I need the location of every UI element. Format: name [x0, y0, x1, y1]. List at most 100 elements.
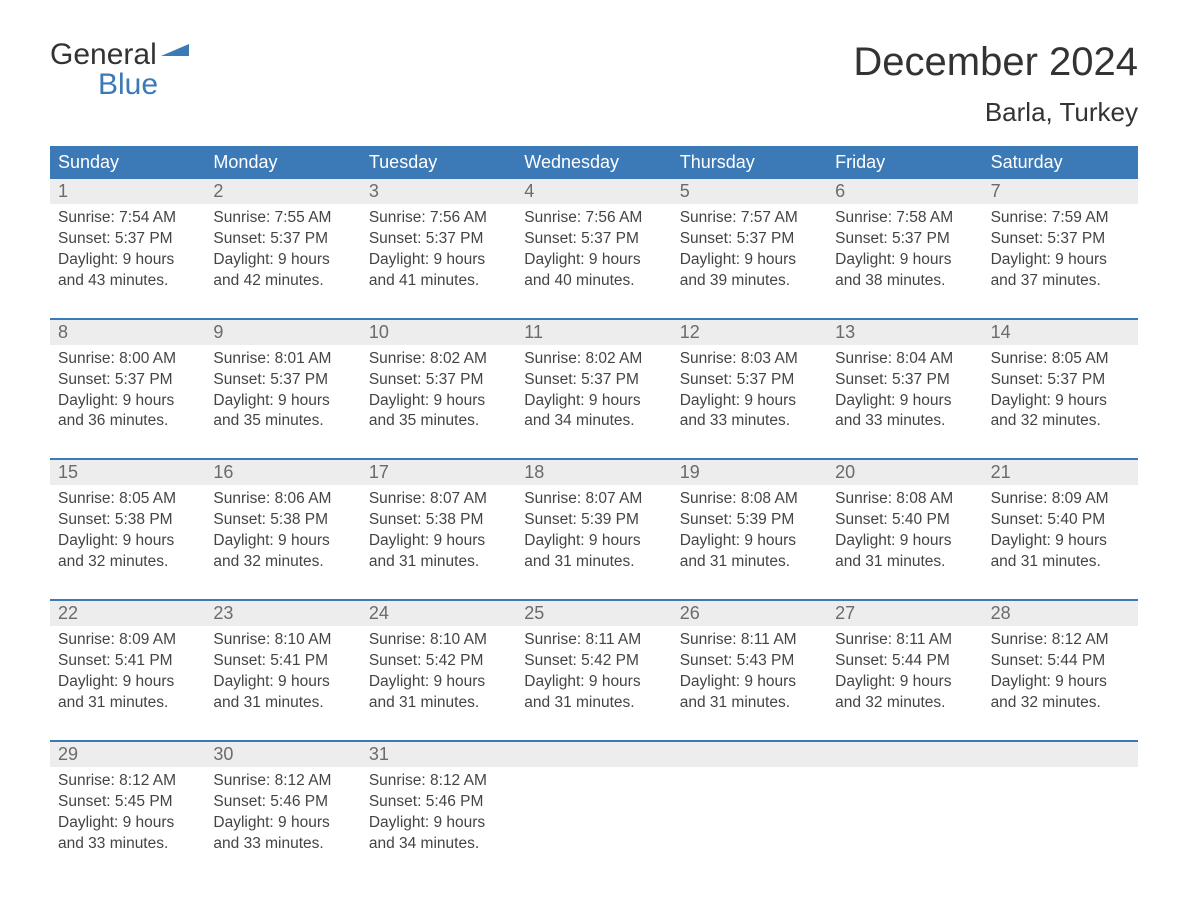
logo-text-blue: Blue — [50, 70, 189, 100]
day-cell: 10Sunrise: 8:02 AMSunset: 5:37 PMDayligh… — [361, 320, 516, 441]
day-of-week-header: SundayMondayTuesdayWednesdayThursdayFrid… — [50, 146, 1138, 179]
day-cell: 1Sunrise: 7:54 AMSunset: 5:37 PMDaylight… — [50, 179, 205, 300]
day-number: 21 — [983, 460, 1138, 485]
day-cell: 29Sunrise: 8:12 AMSunset: 5:45 PMDayligh… — [50, 742, 205, 863]
sunset-line: Sunset: 5:37 PM — [524, 229, 663, 250]
daylight-line: Daylight: 9 hours and 31 minutes. — [58, 672, 197, 714]
daylight-line: Daylight: 9 hours and 31 minutes. — [524, 531, 663, 573]
daylight-line: Daylight: 9 hours and 31 minutes. — [835, 531, 974, 573]
logo-text-general: General — [50, 40, 157, 70]
day-cell: 20 Sunrise: 8:08 AMSunset: 5:40 PMDayligh… — [827, 460, 982, 581]
sunset-line: Sunset: 5:38 PM — [58, 510, 197, 531]
sunrise-line: Sunrise: 7:55 AM — [213, 208, 352, 229]
day-body: Sunrise: 8:05 AMSunset: 5:38 PMDaylight:… — [50, 485, 205, 573]
sunset-line: Sunset: 5:37 PM — [524, 370, 663, 391]
day-number: 24 — [361, 601, 516, 626]
sunrise-line: Sunrise: 8:12 AM — [213, 771, 352, 792]
page-title: December 2024 — [853, 40, 1138, 85]
daylight-line: Daylight: 9 hours and 31 minutes. — [680, 672, 819, 714]
day-number: 31 — [361, 742, 516, 767]
daylight-line: Daylight: 9 hours and 31 minutes. — [369, 672, 508, 714]
day-cell: 21Sunrise: 8:09 AMSunset: 5:40 PMDayligh… — [983, 460, 1138, 581]
sunrise-line: Sunrise: 7:57 AM — [680, 208, 819, 229]
dow-cell: Saturday — [983, 146, 1138, 179]
day-body: Sunrise: 8:11 AMSunset: 5:44 PMDaylight:… — [827, 626, 982, 714]
day-cell: 6Sunrise: 7:58 AMSunset: 5:37 PMDaylight… — [827, 179, 982, 300]
sunset-line: Sunset: 5:40 PM — [835, 510, 974, 531]
day-body: Sunrise: 7:58 AMSunset: 5:37 PMDaylight:… — [827, 204, 982, 292]
sunset-line: Sunset: 5:42 PM — [369, 651, 508, 672]
day-body: Sunrise: 8:12 AMSunset: 5:46 PMDaylight:… — [361, 767, 516, 855]
day-number: 13 — [827, 320, 982, 345]
day-cell: 14Sunrise: 8:05 AMSunset: 5:37 PMDayligh… — [983, 320, 1138, 441]
sunset-line: Sunset: 5:38 PM — [369, 510, 508, 531]
daylight-line: Daylight: 9 hours and 41 minutes. — [369, 250, 508, 292]
day-cell — [672, 742, 827, 863]
daylight-line: Daylight: 9 hours and 32 minutes. — [835, 672, 974, 714]
sunrise-line: Sunrise: 7:54 AM — [58, 208, 197, 229]
daylight-line: Daylight: 9 hours and 43 minutes. — [58, 250, 197, 292]
daylight-line: Daylight: 9 hours and 32 minutes. — [991, 672, 1130, 714]
day-cell — [516, 742, 671, 863]
day-number: 16 — [205, 460, 360, 485]
day-number: 7 — [983, 179, 1138, 204]
sunrise-line: Sunrise: 8:12 AM — [58, 771, 197, 792]
sunrise-line: Sunrise: 8:03 AM — [680, 349, 819, 370]
daylight-line: Daylight: 9 hours and 33 minutes. — [58, 813, 197, 855]
day-cell: 19Sunrise: 8:08 AMSunset: 5:39 PMDayligh… — [672, 460, 827, 581]
calendar: SundayMondayTuesdayWednesdayThursdayFrid… — [50, 146, 1138, 862]
day-body: Sunrise: 8:02 AMSunset: 5:37 PMDaylight:… — [361, 345, 516, 433]
day-cell: 28Sunrise: 8:12 AMSunset: 5:44 PMDayligh… — [983, 601, 1138, 722]
sunrise-line: Sunrise: 7:56 AM — [524, 208, 663, 229]
title-block: December 2024 Barla, Turkey — [853, 40, 1138, 138]
day-number: 17 — [361, 460, 516, 485]
day-cell: 5Sunrise: 7:57 AMSunset: 5:37 PMDaylight… — [672, 179, 827, 300]
sunset-line: Sunset: 5:37 PM — [369, 370, 508, 391]
daylight-line: Daylight: 9 hours and 32 minutes. — [991, 391, 1130, 433]
daylight-line: Daylight: 9 hours and 32 minutes. — [213, 531, 352, 573]
sunset-line: Sunset: 5:40 PM — [991, 510, 1130, 531]
day-number: 23 — [205, 601, 360, 626]
sunrise-line: Sunrise: 8:05 AM — [991, 349, 1130, 370]
sunrise-line: Sunrise: 8:00 AM — [58, 349, 197, 370]
day-body: Sunrise: 8:01 AMSunset: 5:37 PMDaylight:… — [205, 345, 360, 433]
day-cell: 16Sunrise: 8:06 AMSunset: 5:38 PMDayligh… — [205, 460, 360, 581]
sunset-line: Sunset: 5:37 PM — [991, 370, 1130, 391]
day-cell: 15Sunrise: 8:05 AMSunset: 5:38 PMDayligh… — [50, 460, 205, 581]
day-body: Sunrise: 8:11 AMSunset: 5:43 PMDaylight:… — [672, 626, 827, 714]
day-number: 2 — [205, 179, 360, 204]
day-cell: 11Sunrise: 8:02 AMSunset: 5:37 PMDayligh… — [516, 320, 671, 441]
day-number: 18 — [516, 460, 671, 485]
sunrise-line: Sunrise: 8:08 AM — [835, 489, 974, 510]
sunset-line: Sunset: 5:37 PM — [835, 229, 974, 250]
sunrise-line: Sunrise: 8:11 AM — [680, 630, 819, 651]
daylight-line: Daylight: 9 hours and 31 minutes. — [991, 531, 1130, 573]
day-number: 6 — [827, 179, 982, 204]
sunrise-line: Sunrise: 8:12 AM — [369, 771, 508, 792]
day-cell: 23Sunrise: 8:10 AMSunset: 5:41 PMDayligh… — [205, 601, 360, 722]
day-body: Sunrise: 8:03 AMSunset: 5:37 PMDaylight:… — [672, 345, 827, 433]
dow-cell: Sunday — [50, 146, 205, 179]
sunrise-line: Sunrise: 8:04 AM — [835, 349, 974, 370]
day-body: Sunrise: 8:00 AMSunset: 5:37 PMDaylight:… — [50, 345, 205, 433]
day-number — [827, 742, 982, 767]
sunset-line: Sunset: 5:46 PM — [213, 792, 352, 813]
day-number: 29 — [50, 742, 205, 767]
daylight-line: Daylight: 9 hours and 32 minutes. — [58, 531, 197, 573]
day-cell: 12Sunrise: 8:03 AMSunset: 5:37 PMDayligh… — [672, 320, 827, 441]
sunrise-line: Sunrise: 8:12 AM — [991, 630, 1130, 651]
daylight-line: Daylight: 9 hours and 39 minutes. — [680, 250, 819, 292]
week-row: 8Sunrise: 8:00 AMSunset: 5:37 PMDaylight… — [50, 318, 1138, 441]
sunset-line: Sunset: 5:37 PM — [835, 370, 974, 391]
day-cell: 13Sunrise: 8:04 AMSunset: 5:37 PMDayligh… — [827, 320, 982, 441]
sunset-line: Sunset: 5:39 PM — [680, 510, 819, 531]
day-body: Sunrise: 7:57 AMSunset: 5:37 PMDaylight:… — [672, 204, 827, 292]
day-number: 20 — [827, 460, 982, 485]
week-row: 22Sunrise: 8:09 AMSunset: 5:41 PMDayligh… — [50, 599, 1138, 722]
day-number: 27 — [827, 601, 982, 626]
sunset-line: Sunset: 5:37 PM — [213, 229, 352, 250]
day-body: Sunrise: 8:09 AMSunset: 5:41 PMDaylight:… — [50, 626, 205, 714]
sunrise-line: Sunrise: 8:06 AM — [213, 489, 352, 510]
day-number — [672, 742, 827, 767]
day-cell: 24Sunrise: 8:10 AMSunset: 5:42 PMDayligh… — [361, 601, 516, 722]
